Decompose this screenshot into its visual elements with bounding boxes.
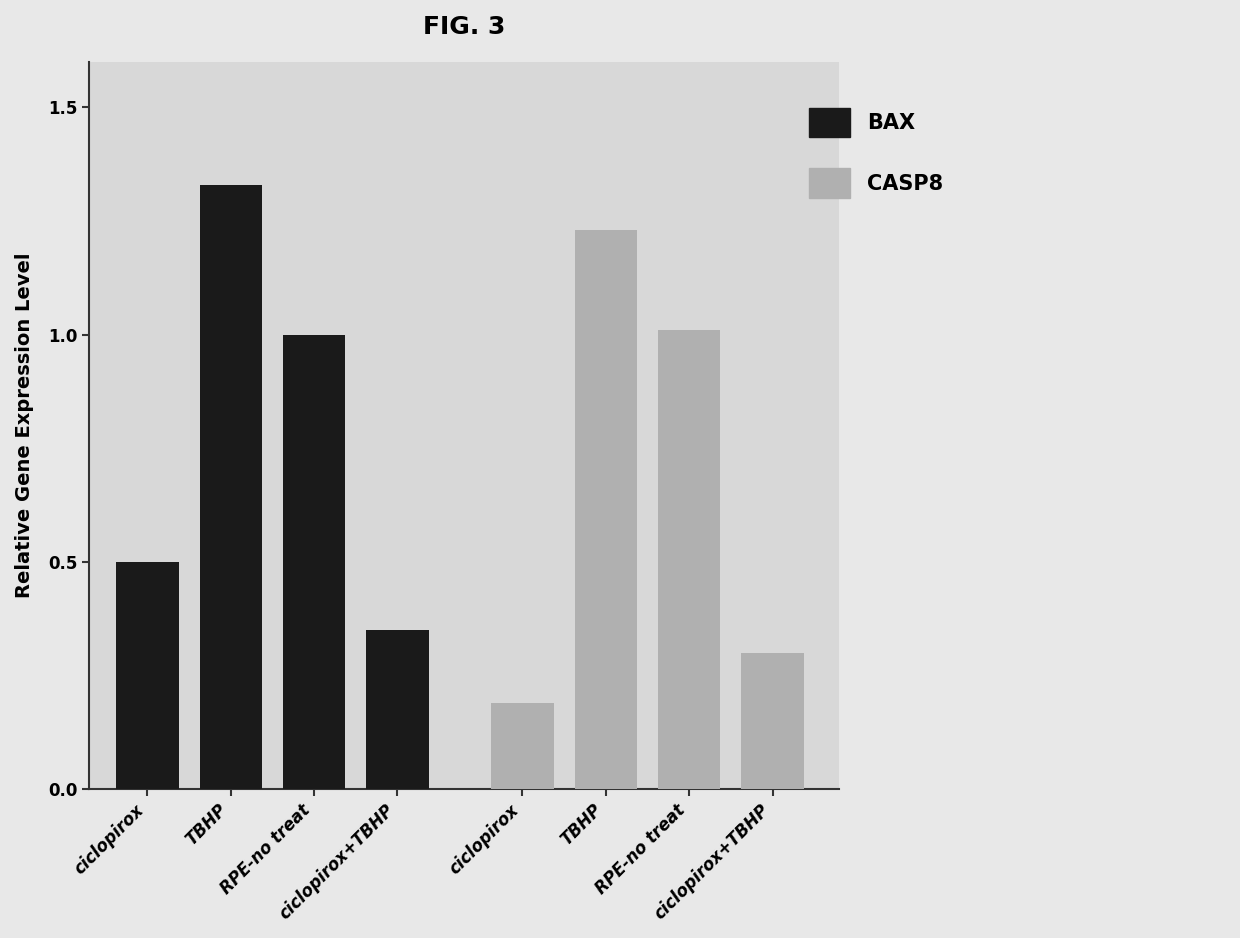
Bar [283, 335, 346, 789]
Bar [491, 703, 554, 789]
Bar [117, 562, 179, 789]
Bar [742, 653, 804, 789]
Bar [366, 630, 429, 789]
Y-axis label: Relative Gene Expression Level: Relative Gene Expression Level [15, 252, 33, 598]
Bar [200, 185, 262, 789]
Legend: BAX, CASP8: BAX, CASP8 [787, 86, 963, 219]
Bar [574, 230, 637, 789]
Title: FIG. 3: FIG. 3 [423, 15, 506, 39]
Bar [658, 330, 720, 789]
